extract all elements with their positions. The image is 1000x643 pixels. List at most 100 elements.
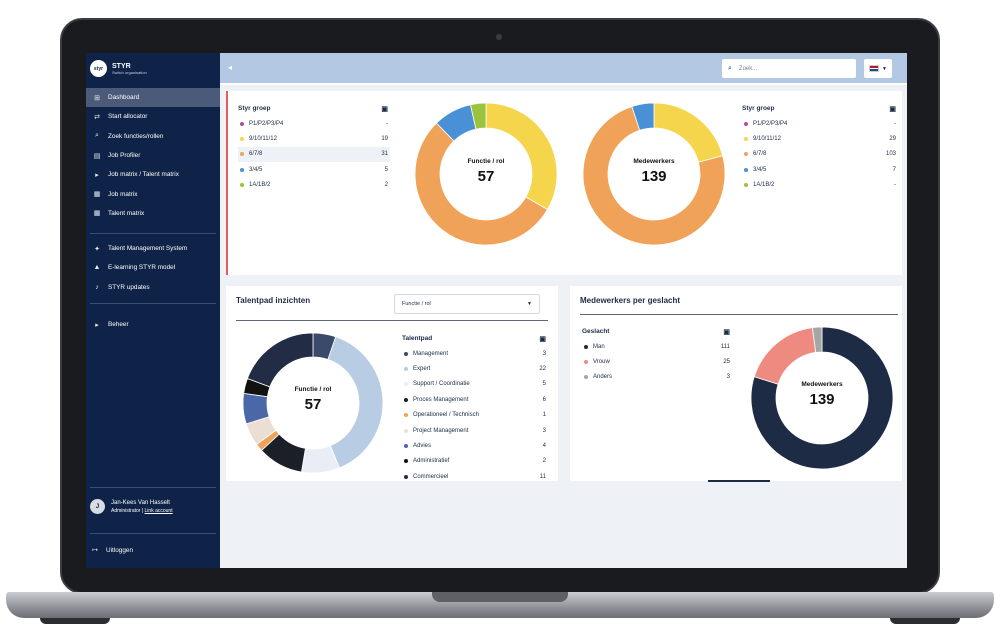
collapse-sidebar-icon[interactable]: ◂ [228,63,233,72]
legend-label: Proces Management [413,396,469,403]
legend-row[interactable]: 3/4/5 7 [742,162,898,177]
legend-row[interactable]: 6/7/8 31 [238,146,390,163]
legend-row[interactable]: 9/10/11/12 19 [238,131,390,146]
legend-row[interactable]: Vrouw 25 [582,354,732,369]
legend-dot [240,152,244,157]
brand[interactable]: styr STYR Switch organisation [90,60,147,77]
sidebar-item[interactable]: ▸ Job matrix / Talent matrix [86,165,220,184]
sidebar-item[interactable]: ✦ Talent Management System [86,239,220,258]
donut-segment[interactable] [750,326,894,470]
donut-segment[interactable] [582,106,726,246]
donut-label: Medewerkers [633,158,675,165]
sidebar-item[interactable]: ▦ Talent matrix [86,204,220,223]
swap-icon: ⇄ [94,113,100,121]
chevron-right-icon: ▸ [95,171,99,179]
donut-segment[interactable] [631,102,655,131]
horizontal-scrollbar[interactable] [708,480,770,482]
legend-dot [404,413,408,418]
donut-segment[interactable] [469,102,487,130]
laptop-frame: styr STYR Switch organisation ⊞ Dashboard… [60,18,940,594]
legend-row[interactable]: Anders 3 [582,370,732,385]
briefcase-icon[interactable]: ▣ [889,105,896,113]
legend-label: Commercieel [413,473,449,479]
legend-row[interactable]: Project Management 3 [402,423,548,438]
legend-dot [404,459,408,464]
grid-icon: ⊞ [94,94,100,102]
avatar[interactable]: J [90,499,105,514]
legend-row[interactable]: 1A/1B/2 - [742,178,898,193]
briefcase-icon[interactable]: ▣ [381,105,388,113]
legend-title: Geslacht [582,328,610,335]
legend-label: 3/4/5 [249,166,263,173]
donut-segment[interactable] [485,102,558,211]
legend-value: 1 [542,412,546,419]
legend-value: 3 [542,350,546,357]
sidebar-item[interactable]: ⇄ Start allocator [86,107,220,126]
donut-segment[interactable] [414,122,549,246]
sidebar-item[interactable]: ⌕ Zoek functies/rollen [86,127,220,146]
card-divider [236,320,548,321]
donut-segment[interactable] [327,336,384,469]
sidebar-item[interactable]: ▸ Beheer [86,315,220,334]
legend-label: 6/7/8 [753,151,767,158]
legend-value: 5 [542,381,546,388]
legend-row[interactable]: Administratief 2 [402,454,548,469]
legend-row[interactable]: Expert 22 [402,361,548,376]
legend-row[interactable]: 9/10/11/12 29 [742,131,898,146]
sidebar-item[interactable]: ▦ Job matrix [86,184,220,203]
sidebar-item-label: Start allocator [108,113,148,121]
donut-segment[interactable] [753,327,817,385]
legend-value: 19 [381,136,388,143]
briefcase-icon[interactable]: ▣ [539,335,546,343]
legend-row[interactable]: Operationeel / Technisch 1 [402,408,548,423]
legend-dot [744,121,748,126]
styr-groep-legend-left: Styr groep ▣ P1/P2/P3/P4 - 9/10/11/12 19 6/7/… [238,101,390,193]
chevron-down-icon: ▼ [882,65,887,72]
sidebar-item[interactable]: ▤ Job Profiler [86,146,220,165]
donut-center: Functie / rol 57 [444,158,528,185]
talentpad-dropdown[interactable]: Functie / rol ▼ [394,294,540,314]
donut-segment[interactable] [246,332,314,388]
sidebar-item[interactable]: ⊞ Dashboard [86,88,220,108]
legend-dot [240,121,244,126]
donut-center: Functie / rol 57 [272,386,354,413]
legend-value: 11 [539,473,546,479]
language-selector[interactable]: ▼ [864,59,892,78]
sidebar-item-label: Dashboard [108,94,140,102]
legend-row[interactable]: P1/P2/P3/P4 - [238,116,390,131]
document-icon: ▤ [93,152,101,160]
card-title: Talentpad inzichten [236,296,311,305]
medewerkers-donut [582,102,726,246]
legend-row[interactable]: Advies 4 [402,438,548,453]
legend-row[interactable]: 6/7/8 103 [742,147,898,162]
legend-row[interactable]: Proces Management 6 [402,392,548,407]
switch-organisation-link[interactable]: Switch organisation [112,69,147,75]
legend-value: 6 [542,396,546,403]
user-name: Jan-Kees Van Hasselt [111,499,170,506]
legend-label: Man [593,343,605,350]
briefcase-icon[interactable]: ▣ [723,328,730,336]
sidebar-item[interactable]: ▲ E-learning STYR model [86,258,220,277]
legend-row[interactable]: 1A/1B/2 2 [238,178,390,193]
sidebar-item-label: STYR updates [108,283,150,291]
donut-segment[interactable] [811,326,823,353]
legend-dot [744,137,748,142]
logout-button[interactable]: ↦ Uitloggen [90,546,133,555]
link-account-link[interactable]: Link account [144,507,173,514]
graduation-cap-icon: ▲ [93,264,101,272]
sidebar-item[interactable]: ♪ STYR updates [86,278,220,297]
search-input[interactable]: ⌕ Zoek... [722,59,856,78]
legend-row[interactable]: Man 111 [582,339,732,354]
legend-row[interactable]: P1/P2/P3/P4 - [742,116,898,131]
camera-dot [496,34,502,40]
donut-center: Medewerkers 139 [780,381,864,408]
donut-segment[interactable] [653,102,724,163]
legend-title: Styr groep [742,105,775,112]
legend-row[interactable]: Commercieel 11 [402,469,548,479]
sidebar-item-label: E-learning STYR model [108,264,176,272]
topbar: ◂ ⌕ Zoek... ▼ [220,53,907,85]
legend-label: 6/7/8 [249,151,263,158]
legend-row[interactable]: 3/4/5 5 [238,162,390,177]
legend-row[interactable]: Support / Coordinatie 5 [402,377,548,392]
legend-row[interactable]: Management 3 [402,346,548,361]
